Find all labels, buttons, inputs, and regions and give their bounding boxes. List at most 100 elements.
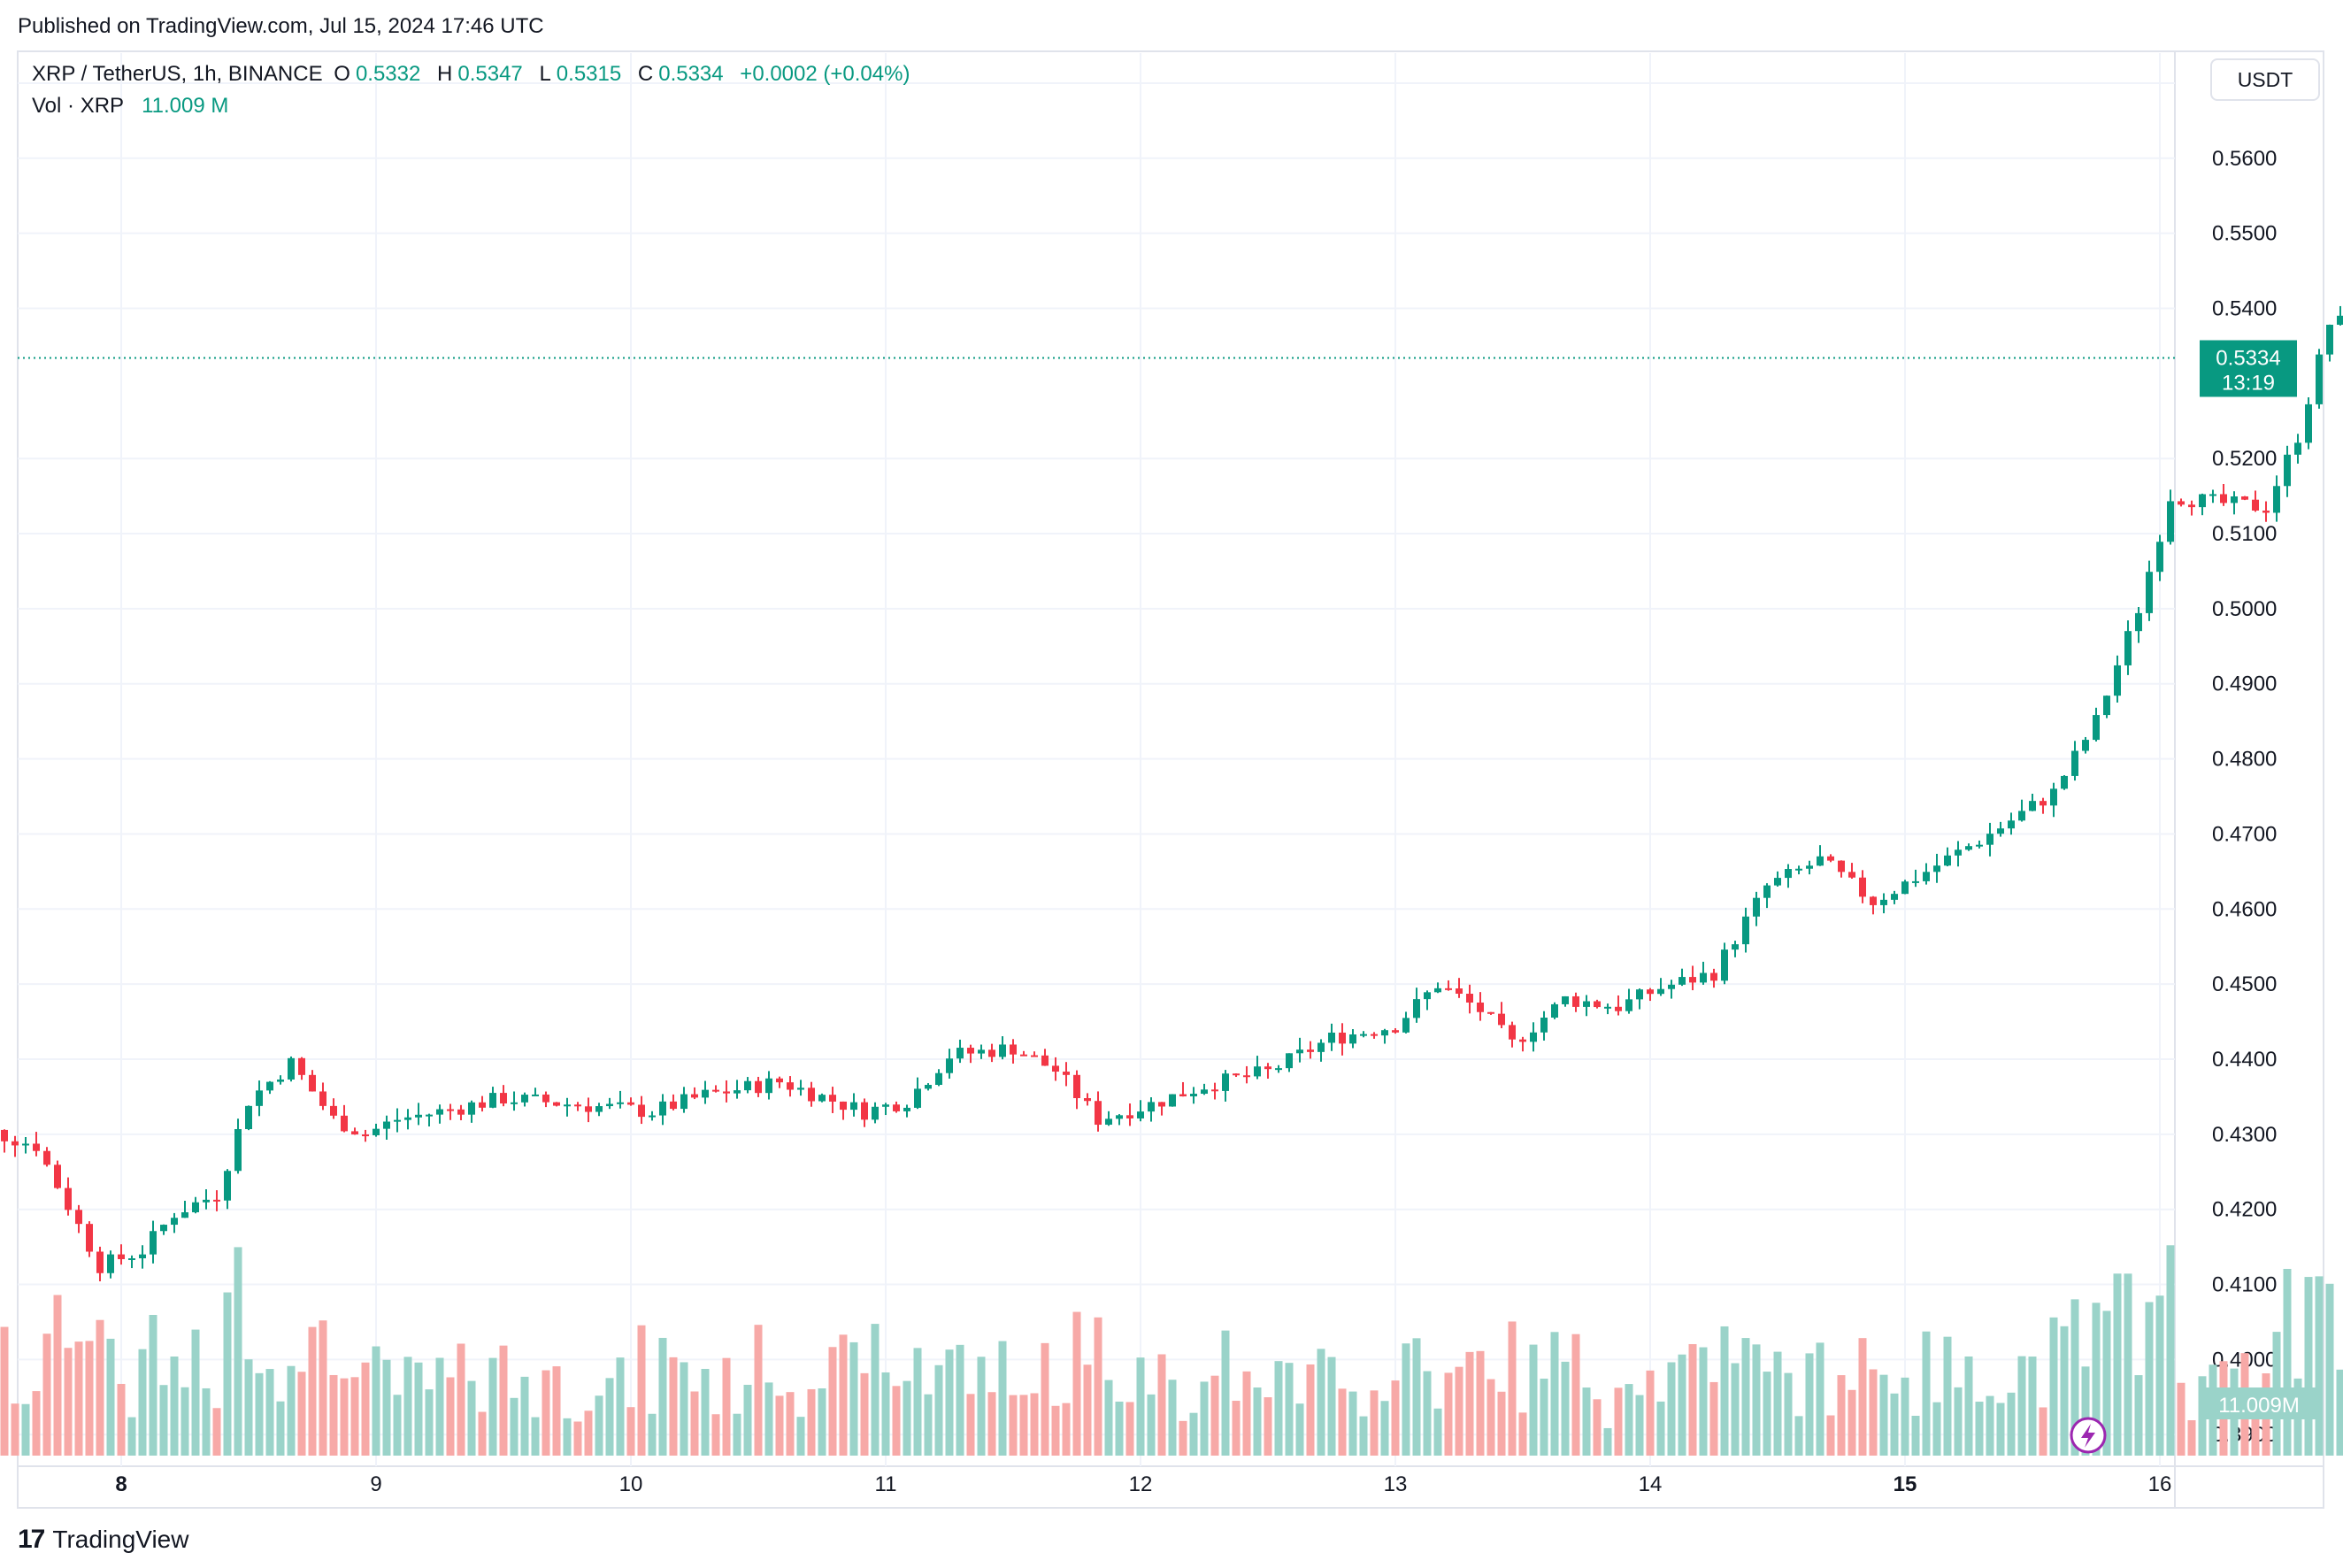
candle-body [1413,999,1420,1018]
volume-bar [2145,1302,2154,1456]
volume-label[interactable]: Vol · XRP [32,94,125,118]
volume-bar [1264,1397,1272,1456]
volume-bar [1571,1334,1580,1456]
candle-body [1105,1118,1112,1126]
candle-body [649,1115,656,1118]
volume-bar [828,1347,837,1456]
volume-bar [234,1247,242,1456]
volume-bar [1784,1372,1793,1456]
volume-bar [1922,1331,1931,1456]
candle-body [988,1049,995,1057]
volume-bar [1051,1405,1060,1456]
volume-bar [648,1413,657,1456]
candle-body [818,1095,826,1102]
x-tick-label: 13 [1384,1472,1408,1496]
volume-bar [2283,1268,2292,1456]
volume-bar [0,1326,9,1456]
y-tick-label: 0.4900 [2212,673,2277,696]
volume-bar [2113,1273,2122,1456]
tradingview-logo[interactable]: 17 TradingView [18,1525,188,1555]
volume-bar [2325,1283,2334,1456]
candle-body [86,1224,93,1252]
candle-body [553,1102,560,1106]
volume-bar [2315,1276,2324,1456]
candle-body [1328,1032,1335,1043]
volume-bar [1508,1321,1517,1456]
x-tick-label: 16 [2148,1472,2172,1496]
volume-tag[interactable] [2200,1387,2318,1419]
volume-bar [1582,1387,1591,1456]
candle-body [606,1103,613,1107]
candle-body [585,1106,592,1112]
candle-body [1838,860,1845,872]
volume-bar [1083,1364,1092,1456]
volume-bar [446,1377,455,1456]
volume-bar [2092,1303,2101,1456]
volume-bar [1306,1364,1315,1456]
volume-bar [1391,1380,1400,1456]
volume-bar [74,1341,83,1456]
volume-bar [2177,1382,2186,1456]
volume-bar [626,1407,635,1456]
candle-body [1806,865,1813,869]
candle-body [1339,1032,1346,1044]
volume-legend: Vol · XRP 11.009 M [32,94,228,119]
volume-bar [276,1401,285,1456]
volume-bar [1115,1401,1124,1456]
candle-body [1785,869,1792,879]
candle-body [564,1104,571,1107]
candle-body [2018,811,2025,821]
volume-bar [1125,1402,1134,1456]
volume-bar [1295,1403,1304,1456]
volume-bar [1210,1375,1219,1456]
volume-bar [1720,1326,1729,1456]
volume-bar [1540,1379,1548,1456]
candle-body [2146,572,2153,613]
volume-bar [2081,1366,2090,1456]
volume-bar [1614,1387,1623,1456]
volume-bar [510,1397,519,1456]
candle-body [1827,856,1834,861]
candle-body [2284,454,2291,487]
volume-bar [1932,1402,1941,1456]
volume-bar [2166,1245,2175,1456]
volume-bar [159,1385,168,1456]
volume-bar [1635,1395,1644,1456]
candle-body [521,1095,528,1103]
volume-bar [1168,1380,1177,1456]
tradingview-logo-icon: 17 [18,1525,45,1554]
volume-bar [382,1359,391,1456]
candle-body [309,1074,316,1092]
ohlc-close: C 0.5334 [637,62,724,86]
candle-body [808,1088,815,1102]
candle-body [1774,878,1781,886]
candle-body [1211,1089,1218,1092]
candle-body [2008,820,2015,829]
volume-bar [1062,1403,1071,1456]
volume-bar [637,1325,646,1456]
symbol-title[interactable]: XRP / TetherUS, 1h, BINANCE [32,62,323,86]
volume-bar [1136,1357,1145,1456]
volume-bar [1954,1387,1963,1456]
last-price-tag[interactable] [2200,340,2297,397]
candle-body [1647,989,1654,995]
volume-bar [542,1370,550,1456]
candle-body [2316,354,2323,404]
volume-bar [1869,1369,1878,1456]
volume-bar [807,1388,816,1456]
candle-body [1275,1068,1282,1071]
y-tick-label: 0.5200 [2212,447,2277,471]
candle-body [362,1134,369,1137]
candle-body [373,1128,380,1135]
y-tick-label: 0.4100 [2212,1273,2277,1297]
candle-body [744,1080,751,1091]
volume-bar [202,1387,211,1456]
volume-bar [1656,1401,1665,1456]
currency-button[interactable]: USDT [2210,58,2320,101]
volume-bar [743,1384,752,1456]
candle-body [2252,499,2259,511]
candle-body [288,1057,295,1080]
candle-body [670,1101,677,1110]
volume-bar [212,1408,221,1456]
